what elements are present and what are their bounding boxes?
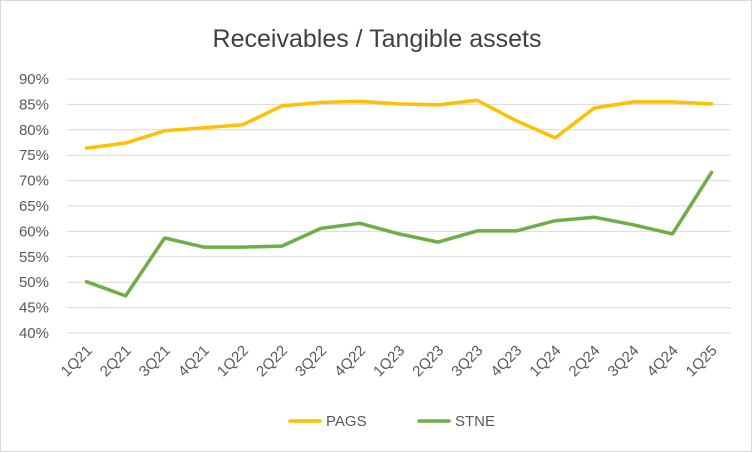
y-tick-label: 40% <box>19 325 49 342</box>
y-tick-label: 70% <box>19 173 49 190</box>
x-tick-label: 1Q24 <box>526 342 564 380</box>
x-tick-label: 2Q24 <box>566 342 604 380</box>
y-tick-label: 55% <box>19 249 49 266</box>
x-tick-label: 3Q21 <box>136 342 174 380</box>
series-line-stne <box>84 170 714 298</box>
x-tick-label: 3Q24 <box>605 342 643 380</box>
x-tick-label: 1Q23 <box>370 342 408 380</box>
y-tick-label: 85% <box>19 96 49 113</box>
x-tick-label: 3Q23 <box>448 342 486 380</box>
series-line-pags <box>84 98 714 150</box>
chart-title: Receivables / Tangible assets <box>213 25 542 53</box>
y-tick-label: 50% <box>19 274 49 291</box>
x-tick-label: 4Q21 <box>175 342 213 380</box>
x-tick-label: 1Q22 <box>214 342 252 380</box>
y-tick-label: 75% <box>19 147 49 164</box>
x-tick-label: 1Q25 <box>683 342 721 380</box>
y-tick-label: 45% <box>19 300 49 317</box>
legend-label-stne: STNE <box>455 413 495 430</box>
x-tick-label: 2Q23 <box>409 342 447 380</box>
legend-label-pags: PAGS <box>326 413 367 430</box>
x-tick-label: 3Q22 <box>292 342 330 380</box>
x-tick-label: 2Q21 <box>97 342 135 380</box>
y-tick-label: 65% <box>19 198 49 215</box>
x-tick-label: 4Q22 <box>331 342 369 380</box>
x-tick-label: 4Q24 <box>644 342 682 380</box>
y-tick-label: 80% <box>19 122 49 139</box>
y-tick-label: 60% <box>19 223 49 240</box>
x-tick-label: 2Q22 <box>253 342 291 380</box>
x-tick-label: 1Q21 <box>58 342 96 380</box>
y-tick-label: 90% <box>19 71 49 88</box>
x-tick-label: 4Q23 <box>487 342 525 380</box>
